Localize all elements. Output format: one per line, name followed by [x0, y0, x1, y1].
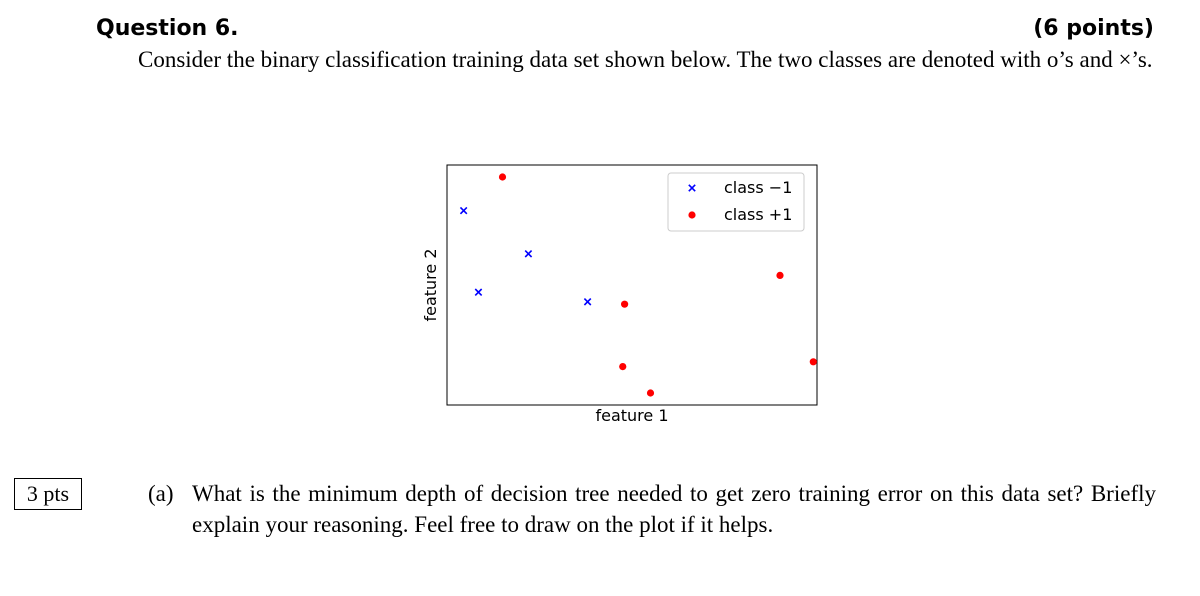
question-points: (6 points): [1033, 15, 1154, 41]
part-a-text: What is the minimum depth of decision tr…: [192, 481, 1156, 537]
class-neg-point-2: [474, 288, 483, 296]
class-pos-point-3: [619, 363, 627, 371]
class-neg-point-1: [459, 206, 468, 215]
points-badge: 3 pts: [14, 478, 82, 510]
class-pos-point-4: [646, 389, 655, 397]
question-title: Question 6.: [96, 15, 239, 41]
class-neg-point-4: [583, 298, 592, 306]
class-neg-point-3: [524, 250, 533, 258]
class-pos-point-5: [776, 271, 784, 279]
scatter-chart: class −1 class +1 feature 1 feature 2: [421, 164, 818, 425]
legend-marker-class-neg: [688, 184, 696, 192]
class-pos-point-6: [809, 358, 817, 366]
part-a-label: (a): [148, 481, 174, 506]
part-a: (a) What is the minimum depth of decisio…: [148, 478, 1156, 540]
legend-entry-1: class −1: [724, 178, 792, 197]
legend-marker-class-pos: [688, 211, 696, 219]
legend-box: [667, 172, 805, 232]
data-points: [459, 173, 817, 397]
question-intro: Consider the binary classification train…: [138, 47, 1153, 72]
question-header: Question 6. (6 points): [96, 10, 1154, 46]
legend: class −1 class +1: [667, 172, 805, 232]
legend-entry-2: class +1: [724, 205, 792, 224]
y-axis-label: feature 2: [421, 248, 440, 321]
class-pos-point-2: [621, 300, 629, 308]
class-pos-point-1: [498, 173, 507, 181]
x-axis-label: feature 1: [595, 406, 668, 425]
